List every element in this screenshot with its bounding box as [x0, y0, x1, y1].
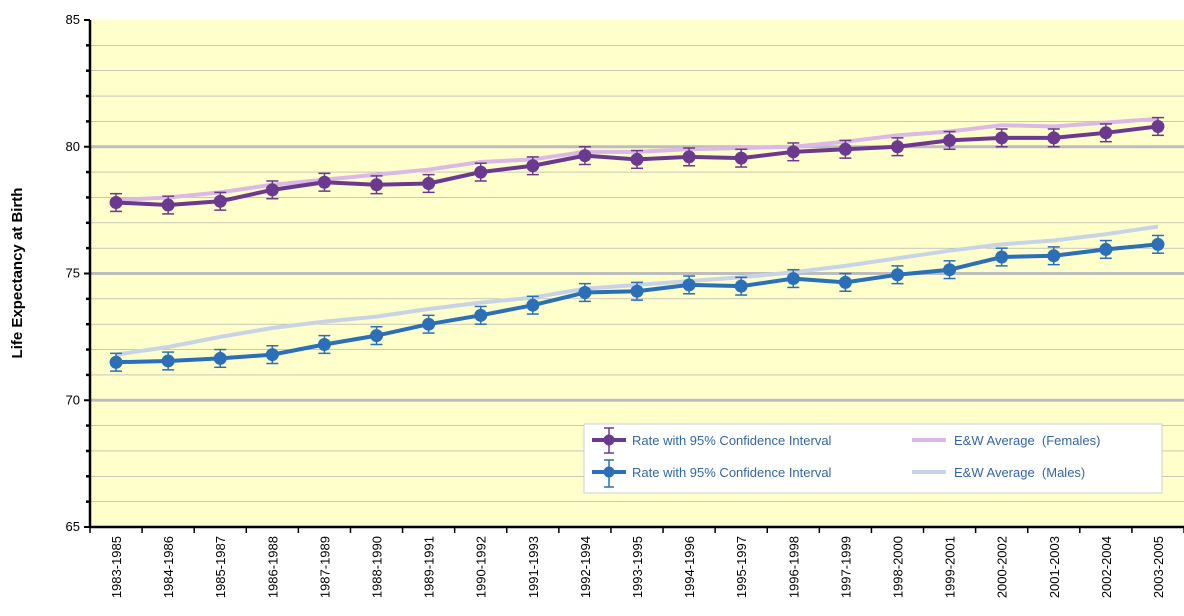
data-point	[838, 275, 852, 289]
data-point	[890, 140, 904, 154]
y-tick-label: 75	[66, 266, 80, 281]
x-tick-label: 1995-1997	[734, 536, 749, 598]
data-point	[734, 279, 748, 293]
x-tick-label: 1986-1988	[265, 536, 280, 598]
data-point	[317, 175, 331, 189]
data-point	[370, 178, 384, 192]
x-tick-label: 1984-1986	[161, 536, 176, 598]
legend-item-male-rate: Rate with 95% Confidence Interval	[592, 459, 832, 488]
legend-female-average-label: E&W Average (Females)	[954, 433, 1100, 448]
data-point	[317, 337, 331, 351]
x-tick-label: 1996-1998	[786, 536, 801, 598]
y-tick-label: 85	[66, 12, 80, 27]
data-point	[1151, 237, 1165, 251]
data-point	[474, 308, 488, 322]
x-tick-label: 1998-2000	[890, 536, 905, 598]
x-tick-label: 1988-1990	[370, 536, 385, 598]
data-point	[109, 196, 123, 210]
data-point	[890, 268, 904, 282]
data-point	[370, 329, 384, 343]
data-point	[422, 317, 436, 331]
data-point	[943, 263, 957, 277]
data-point	[1099, 126, 1113, 140]
data-point	[1151, 119, 1165, 133]
x-tick-label: 1983-1985	[109, 536, 124, 598]
data-point	[265, 348, 279, 362]
data-point	[838, 142, 852, 156]
x-tick-label: 1991-1993	[526, 536, 541, 598]
data-point	[422, 177, 436, 191]
data-point	[526, 159, 540, 173]
data-point	[682, 150, 696, 164]
x-tick-label: 1997-1999	[838, 536, 853, 598]
data-point	[109, 355, 123, 369]
data-point	[265, 183, 279, 197]
legend-male-average-label: E&W Average (Males)	[954, 465, 1085, 480]
x-tick-label: 1990-1992	[474, 536, 489, 598]
legend-female-rate-label: Rate with 95% Confidence Interval	[632, 433, 832, 448]
data-point	[995, 250, 1009, 264]
x-tick-label: 2002-2004	[1099, 536, 1114, 598]
y-tick-label: 80	[66, 139, 80, 154]
x-tick-label: 1985-1987	[213, 536, 228, 598]
x-tick-label: 1993-1995	[630, 536, 645, 598]
data-point	[943, 133, 957, 147]
data-point	[630, 284, 644, 298]
data-point	[161, 354, 175, 368]
data-point	[734, 151, 748, 165]
data-point	[995, 131, 1009, 145]
rate-lines	[109, 116, 1165, 372]
data-point	[474, 165, 488, 179]
x-tick-labels: 1983-1985 1984-1986 1985-1987 1986-1988 1987…	[109, 536, 1166, 598]
data-point	[1047, 249, 1061, 263]
data-point	[526, 298, 540, 312]
x-tick-label: 1999-2001	[943, 536, 958, 598]
x-tick-label: 1989-1991	[422, 536, 437, 598]
data-point	[786, 272, 800, 286]
legend-female-rate-marker	[603, 434, 615, 446]
x-tick-label: 1992-1994	[578, 536, 593, 598]
x-tick-label: 1994-1996	[682, 536, 697, 598]
y-tick-label: 70	[66, 392, 80, 407]
y-tick-labels: 65 70 75 80 85	[66, 12, 80, 534]
legend-item-female-average: E&W Average (Females)	[912, 433, 1100, 448]
data-point	[1099, 242, 1113, 256]
data-point	[213, 194, 227, 208]
x-tick-label: 1987-1989	[317, 536, 332, 598]
legend-male-rate-label: Rate with 95% Confidence Interval	[632, 465, 832, 480]
y-tick-label: 65	[66, 519, 80, 534]
data-point	[578, 149, 592, 163]
legend-item-male-average: E&W Average (Males)	[912, 465, 1085, 480]
data-point	[682, 278, 696, 292]
x-tick-label: 2000-2002	[995, 536, 1010, 598]
legend-male-rate-marker	[603, 466, 615, 478]
x-tick-label: 2001-2003	[1047, 536, 1062, 598]
y-axis-label: Life Expectancy at Birth	[9, 188, 26, 359]
data-point	[630, 152, 644, 166]
data-point	[1047, 131, 1061, 145]
legend-box	[583, 423, 1163, 494]
x-tick-label: 2003-2005	[1151, 536, 1166, 598]
data-point	[161, 198, 175, 212]
legend-item-female-rate: Rate with 95% Confidence Interval	[592, 427, 832, 454]
axes	[84, 19, 1184, 533]
data-point	[786, 145, 800, 159]
data-point	[578, 286, 592, 300]
data-point	[213, 351, 227, 365]
legend: Rate with 95% Confidence Interval Rate w…	[583, 423, 1163, 494]
